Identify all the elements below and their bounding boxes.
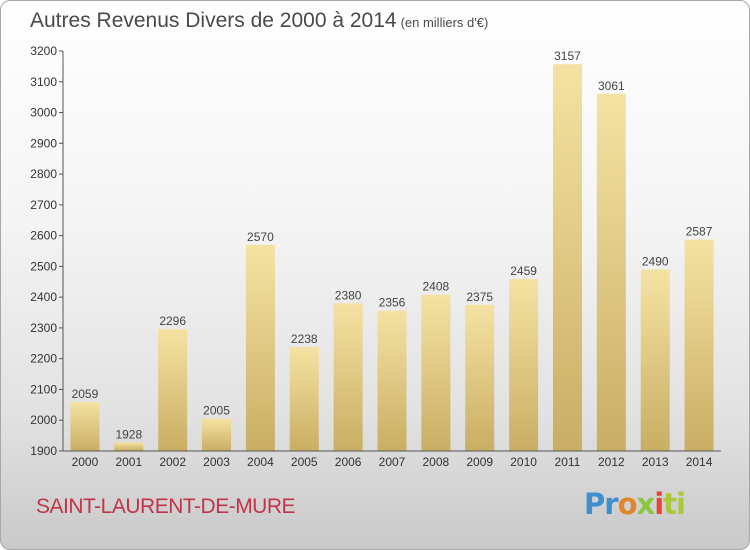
axes-group: 2000 2001 2002 2003 2004 2005 2006 2007 2008 2009… (30, 44, 721, 469)
bar-2004 (245, 244, 275, 451)
y-tick-label: 2600 (30, 229, 57, 243)
y-tick-label: 2000 (30, 413, 57, 427)
x-tick-label: 2013 (642, 455, 669, 469)
data-label: 2356 (379, 296, 406, 310)
bar-2012 (596, 93, 626, 452)
bars-group: 2059 1928 2296 2005 2570 2238 2380 2356 2408 2375… (70, 49, 714, 452)
bar-2014 (684, 239, 714, 451)
x-tick-label: 2010 (510, 455, 537, 469)
y-tick-label: 1900 (30, 444, 57, 458)
y-tick-label: 2800 (30, 167, 57, 181)
y-tick-label: 3100 (30, 75, 57, 89)
y-tick-label: 2900 (30, 136, 57, 150)
bar-2000 (70, 402, 100, 451)
y-tick-label: 2200 (30, 352, 57, 366)
x-tick-label: 2009 (466, 455, 493, 469)
y-tick-label: 2300 (30, 321, 57, 335)
bar-2010 (509, 279, 539, 451)
proxiti-logo[interactable]: Proxiti (584, 487, 686, 521)
x-tick-label: 2012 (598, 455, 625, 469)
x-tick-label: 2007 (379, 455, 406, 469)
logo-part: ti (663, 487, 686, 521)
y-tick-label: 2500 (30, 259, 57, 273)
data-label: 2059 (72, 387, 99, 401)
bar-2013 (640, 269, 670, 451)
x-tick-label: 2011 (555, 455, 581, 469)
bar-2011 (552, 64, 582, 451)
data-label: 2459 (510, 264, 537, 278)
x-tick-label: 2008 (423, 455, 450, 469)
y-tick-label: 2400 (30, 290, 57, 304)
logo-part: x (636, 487, 656, 521)
town-name: SAINT-LAURENT-DE-MURE (36, 495, 296, 518)
data-label: 2238 (291, 332, 318, 346)
x-tick-label: 2005 (291, 455, 318, 469)
x-tick-label: 2001 (115, 455, 142, 469)
data-label: 3061 (598, 79, 625, 93)
logo-part: o (617, 487, 638, 521)
x-tick-label: 2014 (686, 455, 713, 469)
bar-2009 (465, 304, 495, 451)
y-tick-label: 2700 (30, 198, 57, 212)
bar-2001 (114, 442, 144, 451)
bar-2002 (158, 329, 188, 451)
data-label: 2296 (159, 314, 186, 328)
data-label: 1928 (115, 427, 142, 441)
data-label: 2375 (466, 290, 493, 304)
data-label: 2380 (335, 288, 362, 302)
logo-part: Pr (584, 487, 619, 521)
logo-part: i (654, 487, 664, 521)
chart-title-text: Autres Revenus Divers de 2000 à 2014 (30, 9, 397, 32)
data-label: 3157 (554, 49, 581, 63)
x-tick-label: 2006 (335, 455, 362, 469)
data-label: 2570 (247, 230, 274, 244)
x-tick-label: 2000 (72, 455, 99, 469)
bar-2008 (421, 294, 451, 451)
data-label: 2490 (642, 254, 669, 268)
chart-title: Autres Revenus Divers de 2000 à 2014 (en … (30, 9, 488, 33)
chart-unit: (en milliers d'€) (400, 15, 489, 30)
bar-2007 (377, 310, 407, 451)
x-tick-label: 2003 (203, 455, 230, 469)
y-tick-label: 3000 (30, 106, 57, 120)
y-tick-label: 2100 (30, 382, 57, 396)
bar-2005 (289, 347, 319, 451)
data-label: 2005 (203, 404, 230, 418)
data-label: 2587 (686, 225, 713, 239)
data-label: 2408 (423, 280, 450, 294)
x-tick-label: 2004 (247, 455, 274, 469)
bar-2006 (333, 303, 363, 451)
y-tick-label: 3200 (30, 44, 57, 58)
bar-2003 (202, 418, 232, 451)
x-tick-label: 2002 (159, 455, 186, 469)
